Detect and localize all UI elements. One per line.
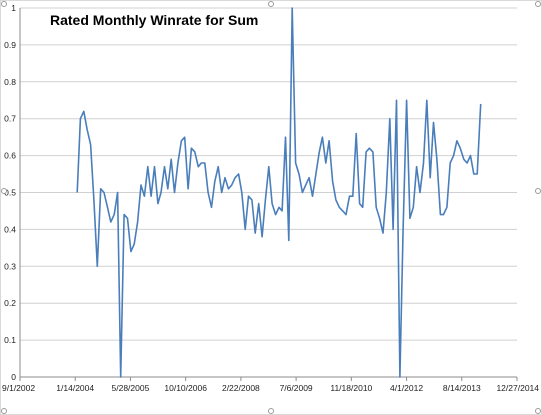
y-tick-label: 0.1 — [4, 335, 16, 345]
y-tick-label: 0.6 — [4, 151, 16, 161]
series-line — [76, 7, 482, 378]
selection-handle — [535, 408, 541, 414]
x-tick-label: 12/27/2014 — [496, 383, 539, 393]
selection-handle — [1, 188, 7, 194]
x-tick-label: 11/18/2010 — [330, 383, 372, 393]
axes — [19, 8, 518, 381]
y-tick-label: 0.3 — [4, 261, 16, 271]
y-tick-label: 1 — [11, 3, 16, 13]
x-tick-label: 7/6/2009 — [280, 383, 313, 393]
chart-title: Rated Monthly Winrate for Sum — [50, 12, 258, 28]
y-tick-label: 0.7 — [4, 114, 16, 124]
x-tick-label: 4/1/2012 — [390, 383, 423, 393]
y-tick-label: 0.9 — [4, 40, 16, 50]
x-tick-label: 10/10/2006 — [164, 383, 207, 393]
y-tick-label: 0.4 — [4, 224, 16, 234]
y-tick-label: 0 — [11, 372, 16, 382]
selection-handle — [535, 188, 541, 194]
y-tick-label: 0.5 — [4, 188, 16, 198]
y-tick-label: 0.8 — [4, 77, 16, 87]
selection-handle — [268, 1, 274, 7]
x-tick-label: 2/22/2008 — [222, 383, 260, 393]
x-tick-label: 8/14/2013 — [443, 383, 481, 393]
x-tick-label: 1/14/2004 — [56, 383, 94, 393]
selection-handle — [1, 408, 7, 414]
y-tick-label: 0.2 — [4, 298, 16, 308]
y-tick-labels: 0 0.1 0.2 0.3 0.4 0.5 0.6 0.7 0.8 0.9 1 — [4, 3, 16, 382]
x-tick-labels: 9/1/2002 1/14/2004 5/28/2005 10/10/2006 2/22… — [2, 383, 539, 393]
selection-handle — [268, 408, 274, 414]
selection-handle — [535, 1, 541, 7]
x-tick-label: 9/1/2002 — [2, 383, 35, 393]
selection-handle — [1, 1, 7, 7]
gridlines — [20, 7, 517, 341]
x-tick-label: 5/28/2005 — [112, 383, 150, 393]
